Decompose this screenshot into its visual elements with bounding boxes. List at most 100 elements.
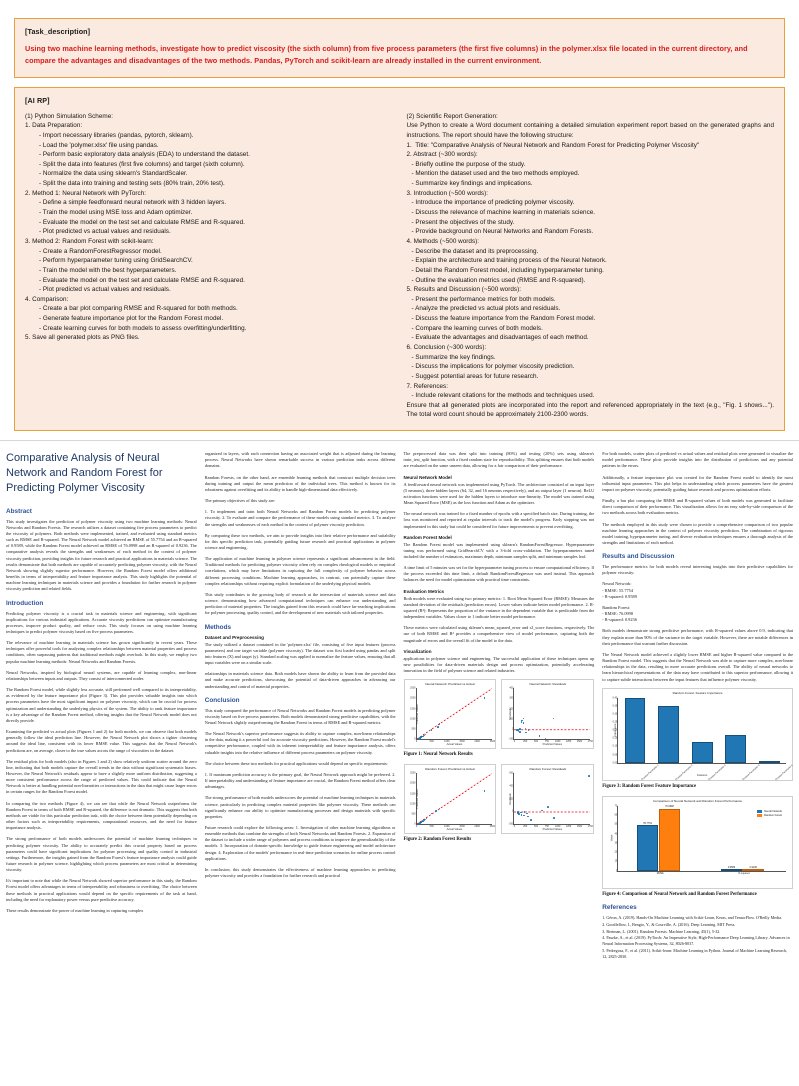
- reference-line: [417, 688, 493, 739]
- y-tick-label: 0.20: [612, 728, 618, 732]
- legend-swatch: [757, 810, 763, 813]
- data-point: [423, 734, 426, 737]
- data-point: [421, 820, 424, 823]
- body-paragraph: This study compared the performance of N…: [204, 707, 396, 725]
- y-tick-label: 1500: [410, 792, 416, 796]
- x-tick-label: 500: [534, 740, 539, 744]
- rp-line: - Mention the dataset used and the two m…: [411, 170, 580, 178]
- y-tick-label: 0.35: [612, 704, 618, 708]
- y-tick-label: 200: [509, 707, 514, 711]
- data-point: [419, 822, 421, 825]
- x-tick-label: 1500: [459, 825, 465, 829]
- chart-title: Neural Network: Residuals: [529, 682, 567, 687]
- prompt-area: [Task_description] Using two machine lea…: [0, 0, 799, 432]
- data-point: [424, 733, 427, 736]
- intro-paragraph: Neural Networks, inspired by biological …: [6, 669, 197, 681]
- intro-paragraph: The Random Forest model, while slightly …: [6, 687, 197, 723]
- x-tick-label: Process Parameter 1: [640, 764, 660, 782]
- rp-line: 2. Abstract (~300 words):: [406, 151, 478, 159]
- data-point: [526, 815, 529, 818]
- rp-line: - Perform hyperparameter tuning using Gr…: [39, 257, 193, 265]
- bar: [658, 705, 679, 763]
- y-tick-label: 100: [509, 717, 514, 721]
- rf-metrics-title: Random Forest:: [602, 604, 631, 610]
- data-point: [517, 730, 520, 733]
- paper-preview: Comparative Analysis of Neural Network a…: [0, 440, 799, 1040]
- data-point: [430, 728, 433, 731]
- body-paragraph: The neural network was trained for a fix…: [403, 511, 595, 529]
- body-paragraph: The Random Forest model was implemented …: [403, 541, 595, 559]
- body-paragraph: The performance metrics for both models …: [602, 564, 793, 576]
- references-heading: References: [602, 903, 637, 911]
- figure-3-caption: Figure 3: Random Forest Feature Importan…: [602, 783, 697, 789]
- figure-2-caption: Figure 2: Random Forest Results: [403, 837, 472, 843]
- reference-item: 4. Paszke, A., et al. (2019). PyTorch: A…: [602, 935, 790, 947]
- y-tick-label: 0: [512, 727, 514, 731]
- y-tick-label: 0.30: [612, 712, 618, 716]
- rp-line: - Generate feature importance plot for t…: [39, 315, 224, 323]
- x-tick-label: 500: [429, 825, 434, 829]
- task-description-box: [Task_description] Using two machine lea…: [14, 18, 785, 78]
- x-tick-label: 500: [429, 740, 434, 744]
- y-tick-label: 0: [414, 822, 416, 826]
- figure-2: Random Forest: Predicted vs Actual Predi…: [403, 764, 595, 835]
- chart-title: Neural Network: Predicted vs Actual: [425, 682, 475, 687]
- x-tick-label: 0: [415, 740, 418, 744]
- x-tick-label: R-squared: [738, 871, 750, 875]
- bar: [742, 868, 765, 871]
- rp-line: - Plot predicted vs actual values and re…: [39, 286, 171, 294]
- x-tick-label: 250: [523, 825, 528, 829]
- chart-nn-predicted-vs-actual: Neural Network: Predicted vs Actual Pred…: [403, 679, 497, 750]
- body-paragraph: This study contributes to the growing bo…: [204, 591, 396, 616]
- rp-line: - Normalize the data using sklearn's Sta…: [39, 170, 188, 178]
- x-tick-label: 0: [513, 740, 516, 744]
- rp-line: - Discuss the feature importance from th…: [411, 315, 596, 323]
- methods-heading: Methods: [204, 623, 232, 631]
- rp-line: - Train the model using MSE loss and Ada…: [39, 209, 193, 217]
- paper-column-2: organized in layers, with each connectio…: [205, 451, 396, 1036]
- intro-paragraph: Predicting polymer viscosity is a crucia…: [6, 610, 197, 634]
- rp-line: - Summarize key findings and implication…: [411, 180, 533, 188]
- x-tick-label: 2500: [489, 825, 496, 829]
- legend-swatch: [757, 814, 763, 817]
- x-tick-label: Process Parameter 4: [741, 764, 761, 782]
- body-paragraph: Additionally, a feature importance plot …: [602, 474, 793, 492]
- rp-line: - Introduce the importance of predicting…: [411, 199, 575, 207]
- rp-line: - Summarize the key findings.: [411, 353, 496, 361]
- data-point: [541, 809, 543, 812]
- rp-line: - Include relevant citations for the met…: [411, 392, 595, 400]
- data-point: [435, 810, 438, 812]
- bar: [691, 741, 713, 763]
- intro-paragraph: The residual plots for both models (also…: [6, 758, 197, 795]
- intro-paragraph: The strong performance of both models un…: [6, 836, 197, 873]
- requirements-list: 1. If maximum prediction accuracy is the…: [204, 771, 396, 790]
- x-axis-label: Actual Values: [446, 743, 463, 747]
- rp-line: - Perform basic exploratory data analysi…: [39, 151, 250, 159]
- y-tick-label: 0.10: [612, 744, 618, 748]
- y-tick-label: 0.15: [612, 736, 618, 740]
- rp-line: - Outline the evaluation metrics used (R…: [411, 276, 586, 284]
- y-tick-label: 30: [614, 841, 618, 845]
- x-tick-label: 1500: [576, 825, 583, 829]
- data-point: [526, 812, 528, 815]
- intro-paragraph: In comparing the two methods (Figure 4),…: [6, 800, 197, 831]
- data-point: [524, 727, 527, 730]
- rf-r2-value: - R-squared: 0.9236: [602, 617, 637, 623]
- task-description-text: Using two machine learning methods, inve…: [25, 44, 748, 65]
- body-paragraph: organized in layers, with each connectio…: [204, 451, 396, 469]
- body-paragraph: The Neural Network's superior performanc…: [204, 731, 396, 755]
- body-paragraph: relationships in materials science data.…: [204, 671, 396, 689]
- data-point: [516, 728, 519, 731]
- data-point: [547, 806, 549, 809]
- data-point: [523, 811, 526, 813]
- rp-line: 3. Introduction (~500 words):: [406, 189, 489, 197]
- x-tick-label: 500: [534, 825, 539, 829]
- x-tick-label: Process Parameter 5: [774, 764, 794, 782]
- body-paragraph: In conclusion, this study demonstrates t…: [204, 866, 396, 879]
- chart-title: Random Forest: Predicted vs Actual: [425, 767, 475, 772]
- data-point: [518, 813, 521, 815]
- reference-line: [514, 773, 590, 824]
- abstract-text: This study investigates the prediction o…: [6, 518, 197, 592]
- legend-entry: Random Forest: [757, 814, 782, 818]
- x-axis-label: Actual Values: [446, 828, 463, 832]
